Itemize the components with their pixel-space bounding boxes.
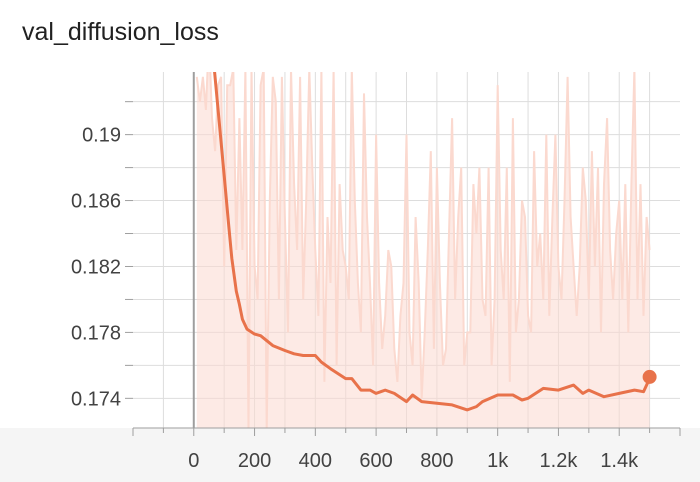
last-point-marker bbox=[642, 369, 657, 384]
y-tick-label: 0.182 bbox=[71, 256, 121, 278]
x-tick-label: 800 bbox=[420, 450, 453, 472]
y-tick-label: 0.174 bbox=[71, 388, 121, 410]
smoothed-series-line bbox=[213, 72, 651, 412]
y-tick-label: 0.186 bbox=[71, 191, 121, 213]
chart-title: val_diffusion_loss bbox=[22, 18, 219, 46]
x-tick-label: 200 bbox=[238, 450, 271, 472]
x-tick-label: 1k bbox=[487, 450, 509, 472]
x-tick-label: 1.4k bbox=[600, 450, 639, 472]
x-tick-label: 400 bbox=[299, 450, 332, 472]
y-tick-label: 0.19 bbox=[82, 125, 121, 147]
x-axis-band bbox=[0, 428, 700, 482]
raw-series-line bbox=[195, 72, 651, 428]
raw-series-area bbox=[196, 72, 650, 428]
x-tick-label: 600 bbox=[359, 450, 392, 472]
x-tick-label: 1.2k bbox=[540, 450, 579, 472]
x-tick-label: 0 bbox=[188, 450, 199, 472]
y-tick-label: 0.178 bbox=[71, 322, 121, 344]
